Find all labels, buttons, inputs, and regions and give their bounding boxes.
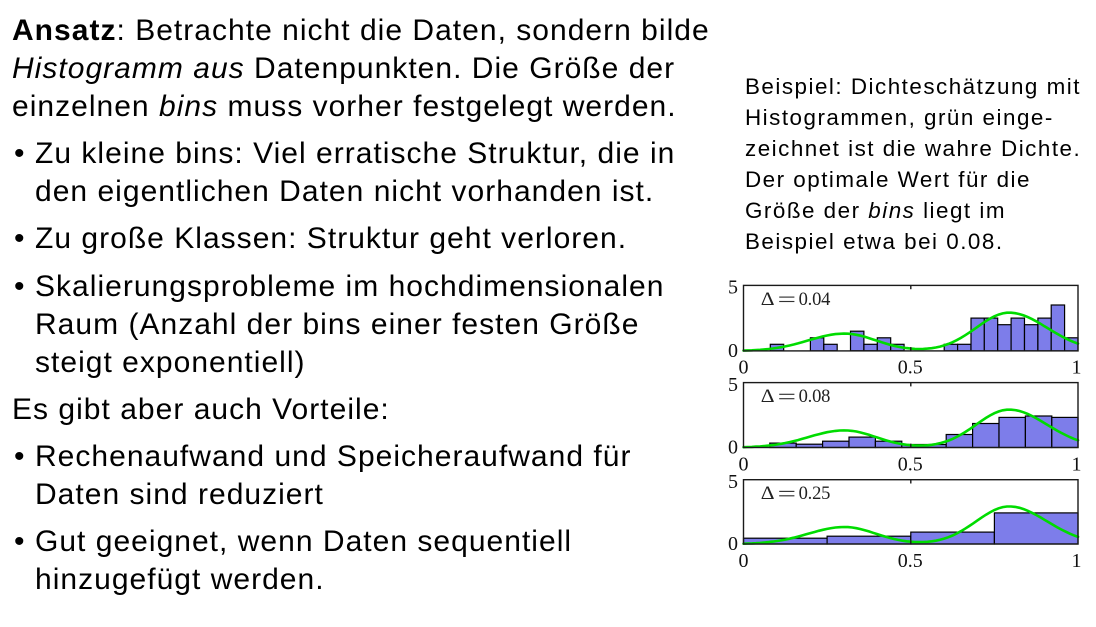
svg-text:0.04: 0.04 xyxy=(799,290,831,310)
svg-text:0.5: 0.5 xyxy=(898,356,923,378)
svg-text:0.08: 0.08 xyxy=(799,387,831,407)
svg-text:0: 0 xyxy=(739,356,749,378)
svg-text:5: 5 xyxy=(728,277,738,299)
svg-text:0: 0 xyxy=(739,454,749,476)
svg-text:0.5: 0.5 xyxy=(898,550,923,572)
svg-text:Δ: Δ xyxy=(761,484,775,504)
svg-text:1: 1 xyxy=(1072,550,1082,572)
svg-text:0: 0 xyxy=(728,437,738,459)
svg-text:Δ: Δ xyxy=(761,290,775,310)
svg-text:Δ: Δ xyxy=(761,387,775,407)
svg-text:1: 1 xyxy=(1072,356,1082,378)
svg-text:0: 0 xyxy=(739,550,749,572)
svg-text:0.25: 0.25 xyxy=(799,484,831,504)
svg-text:0: 0 xyxy=(728,340,738,362)
svg-text:0.5: 0.5 xyxy=(898,454,923,476)
svg-text:1: 1 xyxy=(1072,454,1082,476)
svg-text:0: 0 xyxy=(728,533,738,555)
svg-text:5: 5 xyxy=(728,471,738,493)
svg-text:5: 5 xyxy=(728,374,738,396)
